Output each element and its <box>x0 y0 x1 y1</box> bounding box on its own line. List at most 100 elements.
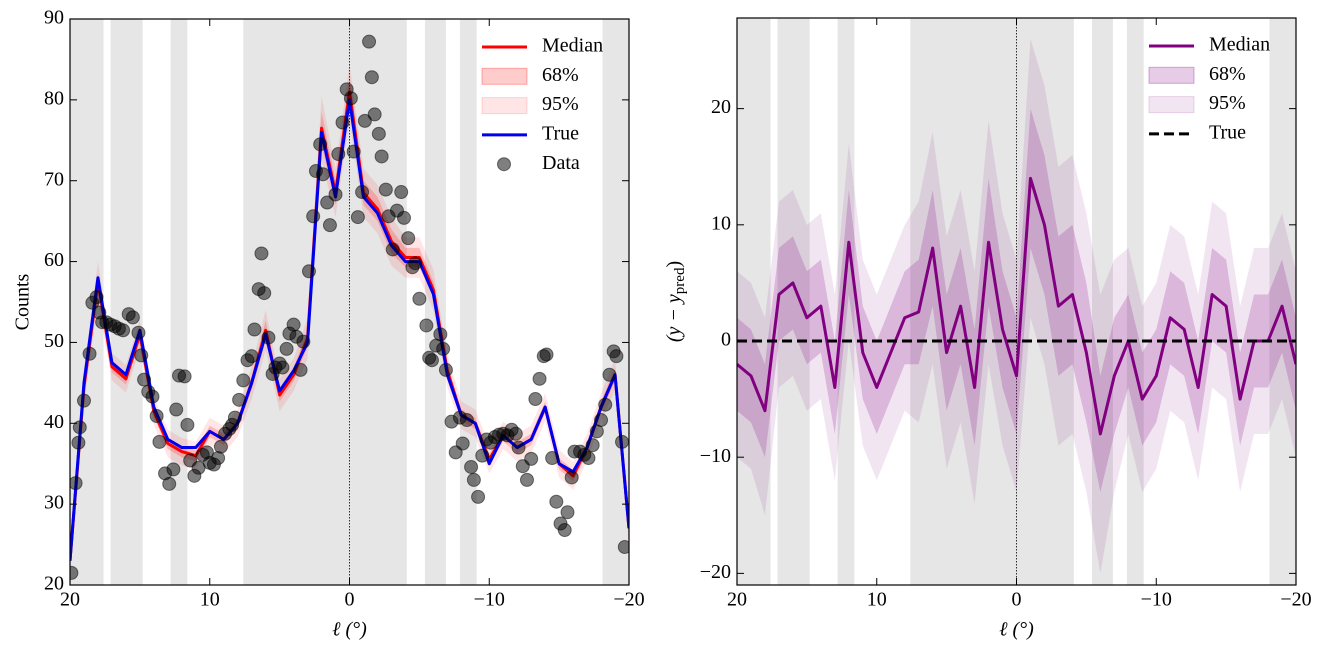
data-point <box>585 438 600 453</box>
data-point <box>296 334 311 349</box>
data-point <box>408 256 423 271</box>
data-point <box>313 137 328 152</box>
legend-label: 95% <box>1209 92 1246 114</box>
y-label-end: ) <box>663 261 685 268</box>
data-point <box>615 434 629 449</box>
legend-label: Data <box>542 152 580 174</box>
x-tick-label: 0 <box>345 589 355 611</box>
data-point <box>419 318 434 333</box>
y-tick-label: 90 <box>44 7 64 29</box>
x-tick-label: −20 <box>613 589 644 611</box>
data-point <box>236 373 251 388</box>
data-point <box>609 349 624 364</box>
legend-handle <box>1148 66 1195 84</box>
data-point <box>244 349 259 364</box>
legend-label: Median <box>1209 34 1270 56</box>
data-point <box>71 435 86 450</box>
legend-label: True <box>1209 121 1246 143</box>
x-tick-label: −20 <box>1280 589 1311 611</box>
data-point <box>72 420 87 435</box>
panel: 20 10 0 −10 −20 −20 −10 0 10 20 ℓ (°) (y − ypred) Me… <box>663 17 1312 641</box>
data-point <box>401 231 416 246</box>
y-tick-label: 40 <box>44 411 64 433</box>
data-point <box>524 451 539 466</box>
data-point <box>539 347 554 362</box>
data-point <box>70 476 83 491</box>
data-point <box>364 70 379 85</box>
data-point <box>261 330 276 345</box>
data-point <box>545 451 560 466</box>
data-point <box>293 362 308 377</box>
shaded-region <box>1091 18 1113 585</box>
panel: 20 10 0 −10 −20 20 30 40 50 60 70 80 90 ℓ (°) Counts Me… <box>12 7 645 641</box>
confidence-band <box>737 38 1296 574</box>
data-point <box>424 353 439 368</box>
data-point <box>152 434 167 449</box>
confidence-band <box>737 108 1296 493</box>
x-tick-label: 20 <box>727 589 747 611</box>
shaded-region <box>243 19 407 585</box>
plot-area <box>737 18 1296 585</box>
shaded-region <box>1269 18 1296 585</box>
y-axis-label: Counts <box>12 273 34 330</box>
data-point <box>594 413 609 428</box>
data-point <box>362 34 377 49</box>
y-tick-label: −20 <box>700 561 731 583</box>
data-point <box>279 341 294 356</box>
shaded-region <box>170 19 188 585</box>
data-point <box>247 322 262 337</box>
data-point <box>617 539 629 554</box>
data-point <box>350 210 365 225</box>
data-point <box>116 323 131 338</box>
data-point <box>306 209 321 224</box>
data-point <box>438 362 453 377</box>
y-tick-label: 20 <box>44 573 64 595</box>
y-tick-label: −10 <box>700 445 731 467</box>
data-point <box>134 348 149 363</box>
data-point <box>315 167 330 182</box>
data-point <box>275 360 290 375</box>
data-point <box>335 115 350 130</box>
data-point <box>357 113 372 128</box>
data-point <box>549 494 564 509</box>
data-point <box>455 436 470 451</box>
data-point <box>397 210 412 225</box>
data-point <box>232 392 247 407</box>
data-point <box>301 264 316 279</box>
legend-handle <box>481 97 528 115</box>
data-point <box>320 195 335 210</box>
data-point <box>322 218 337 233</box>
shaded-region <box>910 18 1074 585</box>
data-point <box>466 472 481 487</box>
y-tick-label: 20 <box>711 96 731 118</box>
data-point <box>169 402 184 417</box>
data-point <box>508 426 523 441</box>
data-point <box>149 409 164 424</box>
data-point <box>475 448 490 463</box>
shaded-region <box>837 18 855 585</box>
data-point <box>125 310 140 325</box>
data-point <box>519 472 534 487</box>
data-point <box>89 290 104 305</box>
y-tick-label: 80 <box>44 87 64 109</box>
y-tick-label: 60 <box>44 249 64 271</box>
data-point <box>331 147 346 162</box>
x-tick-label: 10 <box>200 589 220 611</box>
data-point <box>564 470 579 485</box>
y-axis-label: (y − ypred) <box>663 261 689 342</box>
x-axis-label: ℓ (°) <box>332 619 367 641</box>
data-point <box>581 451 596 466</box>
data-point <box>70 565 79 580</box>
data-point <box>374 149 389 164</box>
data-point <box>560 505 575 520</box>
data-point <box>82 346 97 361</box>
data-point <box>412 291 427 306</box>
data-point <box>180 417 195 432</box>
data-point <box>602 367 617 382</box>
legend-label: 68% <box>1209 63 1246 85</box>
legend-label: Median <box>542 35 603 57</box>
data-point <box>378 182 393 197</box>
y-tick-label: 30 <box>44 492 64 514</box>
line <box>737 176 1296 436</box>
